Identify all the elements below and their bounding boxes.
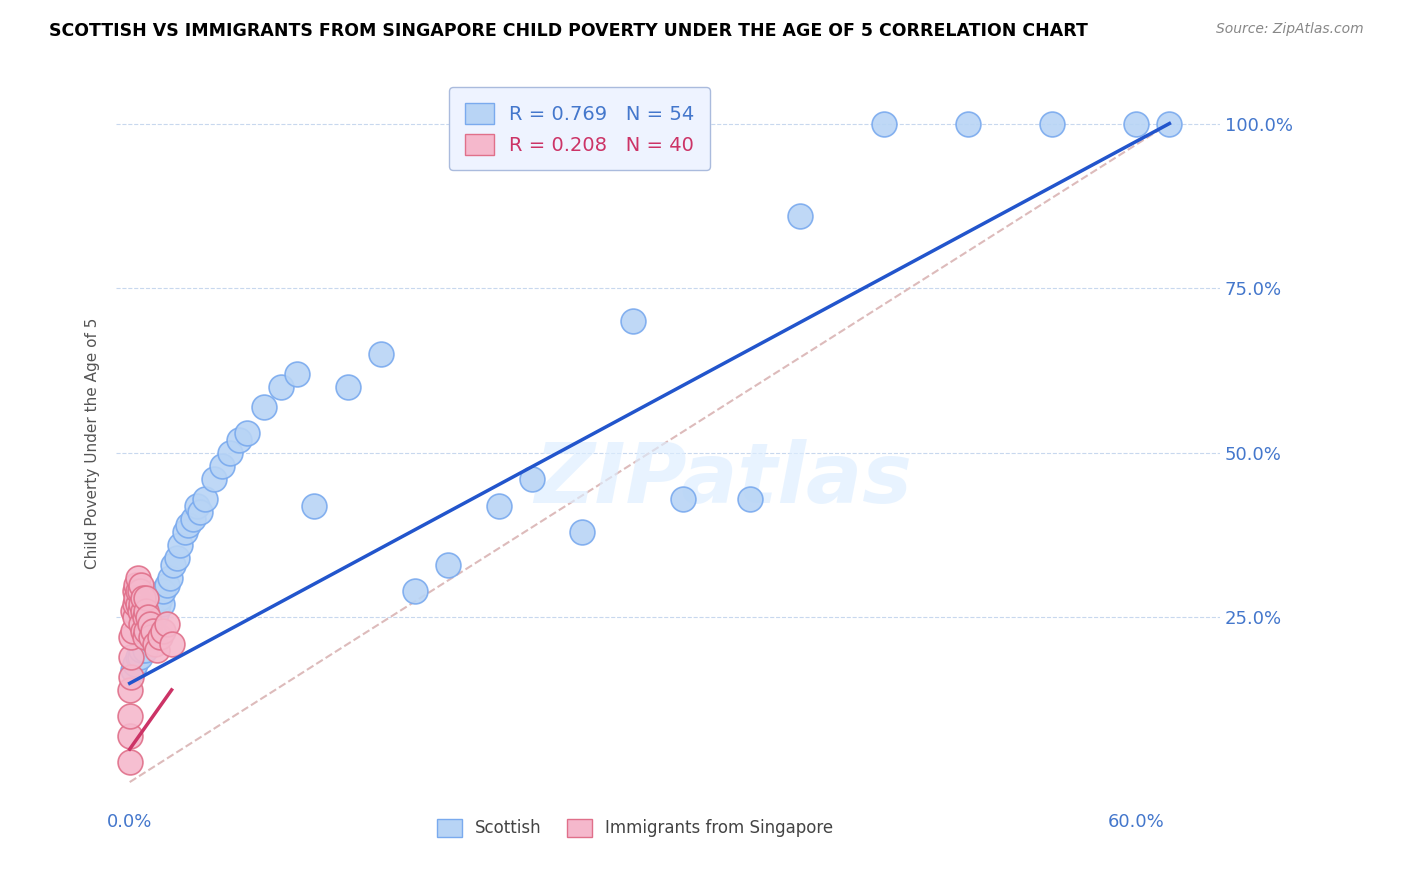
Point	[136, 630, 159, 644]
Point	[228, 433, 250, 447]
Point	[162, 558, 184, 572]
Point	[131, 597, 153, 611]
Point	[124, 610, 146, 624]
Point	[174, 524, 197, 539]
Point	[118, 729, 141, 743]
Point	[177, 518, 200, 533]
Point	[302, 499, 325, 513]
Point	[1040, 116, 1063, 130]
Point	[135, 630, 157, 644]
Point	[141, 630, 163, 644]
Point	[134, 643, 156, 657]
Point	[136, 610, 159, 624]
Point	[183, 511, 205, 525]
Point	[148, 597, 170, 611]
Point	[789, 209, 811, 223]
Point	[118, 682, 141, 697]
Point	[122, 624, 145, 638]
Point	[253, 400, 276, 414]
Point	[404, 584, 426, 599]
Point	[132, 624, 155, 638]
Point	[155, 577, 177, 591]
Point	[571, 524, 593, 539]
Point	[118, 756, 141, 770]
Point	[186, 499, 208, 513]
Point	[120, 630, 142, 644]
Point	[155, 617, 177, 632]
Point	[127, 571, 149, 585]
Point	[131, 617, 153, 632]
Point	[336, 380, 359, 394]
Point	[270, 380, 292, 394]
Point	[149, 630, 172, 644]
Point	[127, 650, 149, 665]
Point	[135, 591, 157, 605]
Point	[370, 347, 392, 361]
Point	[128, 604, 150, 618]
Point	[128, 650, 150, 665]
Point	[125, 577, 148, 591]
Point	[145, 604, 167, 618]
Point	[131, 643, 153, 657]
Point	[873, 116, 896, 130]
Point	[149, 591, 172, 605]
Point	[142, 624, 165, 638]
Point	[621, 314, 644, 328]
Point	[488, 499, 510, 513]
Point	[139, 617, 162, 632]
Point	[135, 624, 157, 638]
Point	[127, 597, 149, 611]
Point	[135, 604, 157, 618]
Text: SCOTTISH VS IMMIGRANTS FROM SINGAPORE CHILD POVERTY UNDER THE AGE OF 5 CORRELATI: SCOTTISH VS IMMIGRANTS FROM SINGAPORE CH…	[49, 22, 1088, 40]
Point	[672, 491, 695, 506]
Point	[122, 663, 145, 677]
Text: Source: ZipAtlas.com: Source: ZipAtlas.com	[1216, 22, 1364, 37]
Point	[159, 571, 181, 585]
Point	[1159, 116, 1181, 130]
Point	[124, 597, 146, 611]
Point	[132, 591, 155, 605]
Point	[132, 637, 155, 651]
Point	[125, 591, 148, 605]
Point	[166, 551, 188, 566]
Point	[169, 538, 191, 552]
Point	[118, 709, 141, 723]
Point	[150, 597, 173, 611]
Point	[120, 650, 142, 665]
Point	[134, 630, 156, 644]
Point	[143, 610, 166, 624]
Point	[160, 637, 183, 651]
Point	[128, 584, 150, 599]
Point	[219, 446, 242, 460]
Point	[142, 624, 165, 638]
Point	[740, 491, 762, 506]
Text: ZIPatlas: ZIPatlas	[534, 439, 912, 520]
Point	[188, 505, 211, 519]
Point	[152, 624, 174, 638]
Point	[1125, 116, 1147, 130]
Point	[143, 637, 166, 651]
Point	[145, 643, 167, 657]
Point	[957, 116, 980, 130]
Point	[202, 472, 225, 486]
Legend: Scottish, Immigrants from Singapore: Scottish, Immigrants from Singapore	[430, 812, 839, 844]
Point	[437, 558, 460, 572]
Point	[122, 604, 145, 618]
Point	[211, 458, 233, 473]
Point	[127, 584, 149, 599]
Point	[134, 610, 156, 624]
Point	[287, 367, 309, 381]
Point	[139, 624, 162, 638]
Point	[141, 617, 163, 632]
Point	[236, 425, 259, 440]
Point	[131, 577, 153, 591]
Y-axis label: Child Poverty Under the Age of 5: Child Poverty Under the Age of 5	[86, 318, 100, 568]
Point	[520, 472, 543, 486]
Point	[124, 584, 146, 599]
Point	[194, 491, 217, 506]
Point	[124, 657, 146, 671]
Point	[132, 604, 155, 618]
Point	[152, 584, 174, 599]
Point	[120, 670, 142, 684]
